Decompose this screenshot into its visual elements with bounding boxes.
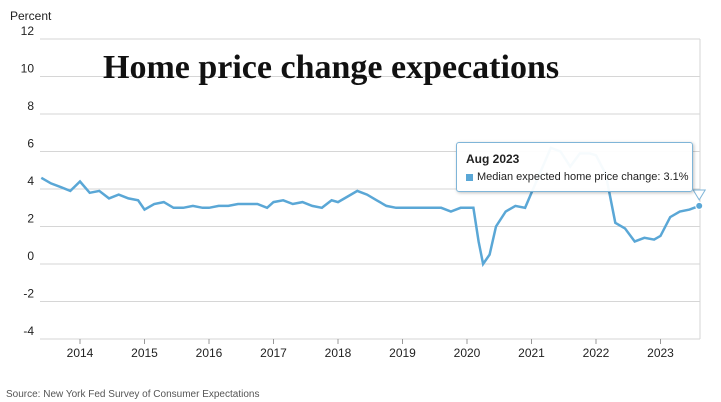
y-tick-label: 8	[27, 99, 34, 113]
tooltip-pointer	[692, 189, 707, 201]
x-tick-label: 2023	[647, 346, 674, 360]
y-tick-label: 10	[21, 62, 35, 76]
x-axis: 2014 2015 2016 2017 2018 2019 2020 2021 2022 2023	[67, 339, 674, 360]
y-tick-label: 2	[27, 212, 34, 226]
source-note: Source: New York Fed Survey of Consumer …	[6, 389, 260, 400]
y-axis-label: Percent	[10, 9, 52, 23]
y-tick-label: 4	[27, 174, 34, 188]
chart-title: Home price change expecations	[103, 49, 559, 86]
y-tick-label: 6	[27, 137, 34, 151]
x-tick-label: 2020	[454, 346, 481, 360]
tooltip-row: Median expected home price change: 3.1%	[466, 171, 689, 183]
y-tick-label: -2	[23, 287, 34, 301]
y-axis: 12 10 8 6 4 2 0 -2 -4	[21, 24, 35, 338]
x-tick-label: 2022	[583, 346, 610, 360]
y-tick-label: 0	[27, 249, 34, 263]
x-tick-label: 2017	[260, 346, 287, 360]
grid-lines	[40, 38, 701, 340]
x-tick-label: 2018	[325, 346, 352, 360]
x-tick-label: 2015	[131, 346, 158, 360]
y-tick-label: -4	[23, 324, 34, 338]
x-tick-label: 2014	[67, 346, 94, 360]
tooltip-title: Aug 2023	[466, 152, 520, 166]
y-tick-label: 12	[21, 24, 35, 38]
tooltip-label: Median expected home price change: 3.1%	[477, 171, 689, 183]
data-point-marker[interactable]	[695, 201, 704, 210]
x-tick-label: 2016	[196, 346, 223, 360]
x-tick-label: 2021	[518, 346, 545, 360]
tooltip: Aug 2023 Median expected home price chan…	[456, 142, 693, 192]
series-swatch-icon	[466, 173, 473, 181]
x-tick-label: 2019	[389, 346, 416, 360]
